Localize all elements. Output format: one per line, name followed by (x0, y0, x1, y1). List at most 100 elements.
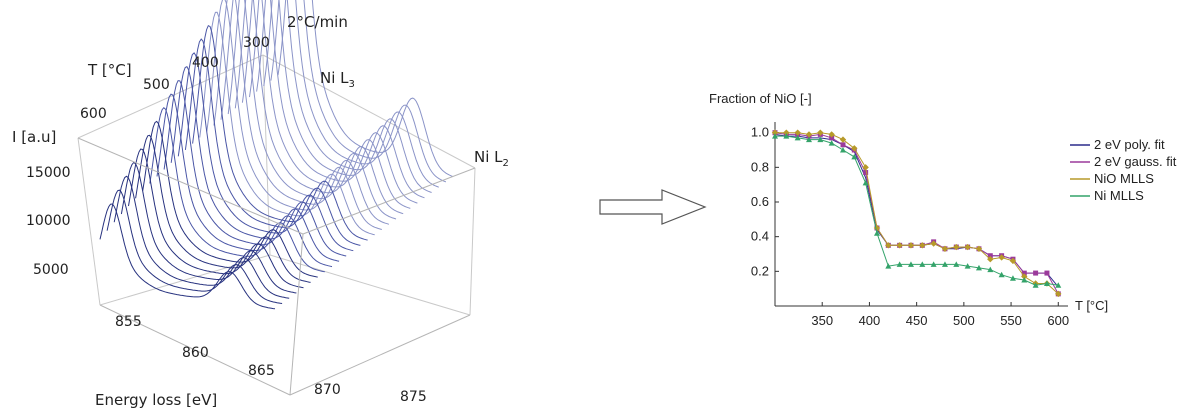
chart2d-x-tick-label: 550 (1000, 313, 1022, 328)
data-point-diamond (885, 242, 892, 249)
data-point-square (1033, 270, 1039, 276)
spectrum-curve (227, 0, 404, 215)
spectrum-curve (135, 134, 311, 283)
legend-label: 2 eV gauss. fit (1094, 154, 1177, 169)
chart2d-y-tick-label: 0.6 (751, 194, 769, 209)
chart3d-y-tick: 400 (192, 55, 219, 71)
data-point-diamond (941, 245, 949, 252)
data-point-diamond (953, 243, 960, 251)
chart2d-x-tick-label: 600 (1047, 313, 1069, 328)
data-point-square (987, 253, 993, 259)
data-point-triangle (907, 261, 914, 267)
data-point-diamond (828, 131, 835, 138)
data-point-diamond (794, 129, 801, 136)
chart3d-x-axis-label: Energy loss [eV] (95, 391, 217, 409)
data-point-triangle (941, 261, 948, 267)
chart3d-x-tick: 855 (115, 314, 142, 330)
data-point-triangle (998, 271, 1005, 278)
data-point-diamond (873, 224, 881, 232)
data-point-diamond (1021, 273, 1028, 280)
data-point-triangle (964, 263, 971, 269)
spectrum-curve (142, 120, 318, 278)
data-point-square (1044, 270, 1050, 276)
data-point-triangle (851, 153, 858, 160)
waterfall-3d-chart: 2°C/min T [°C] I [a.u] Energy loss [eV] … (12, 0, 509, 409)
chart3d-y-tick: 500 (143, 77, 170, 93)
chart3d-z-tick: 15000 (26, 165, 71, 181)
data-point-triangle (1021, 277, 1028, 283)
data-point-triangle (794, 134, 801, 141)
spectrum-curve (206, 0, 382, 230)
chart2d-x-tick-label: 500 (953, 313, 975, 328)
fraction-nio-chart: Fraction of NiO [-] 0.2 0.4 0.6 0.8 1.0 350 4… (709, 91, 1177, 328)
spectrum-curve (106, 189, 283, 304)
data-point-diamond (783, 129, 790, 136)
spectrum-curve (199, 11, 375, 236)
data-point-triangle (1043, 280, 1050, 286)
chart3d-y-tick: 300 (243, 35, 270, 51)
spectrum-curve (184, 38, 361, 246)
chart3d-y-axis-label: T [°C] (87, 61, 132, 79)
series-line-1 (774, 132, 1059, 295)
chart2d-y-tick-label: 0.4 (751, 229, 769, 244)
data-point-diamond (930, 240, 937, 247)
spectrum-curve (163, 80, 340, 262)
spectrum-curve (213, 0, 390, 225)
data-point-triangle (953, 261, 960, 267)
legend-label: 2 eV poly. fit (1094, 137, 1165, 152)
chart2d-title: Fraction of NiO [-] (709, 91, 812, 106)
chart3d-y-ticks: 300 400 500 600 (80, 35, 270, 122)
chart2d-y-ticks: 0.2 0.4 0.6 0.8 1.0 (751, 125, 779, 278)
data-point-diamond (987, 256, 994, 263)
chart2d-series (771, 129, 1062, 298)
chart3d-x-tick: 860 (182, 345, 209, 361)
chart3d-x-tick: 865 (248, 363, 275, 379)
data-point-triangle (1009, 275, 1016, 281)
chart2d-x-tick-label: 450 (906, 313, 928, 328)
data-point-triangle (975, 264, 982, 271)
chart2d-x-axis-label: T [°C] (1075, 298, 1108, 313)
chart2d-y-tick-label: 0.2 (751, 263, 769, 278)
annotation-ni-l3: Ni L3 (320, 69, 355, 90)
spectrum-curve (220, 0, 397, 220)
data-point-diamond (839, 136, 847, 143)
data-point-diamond (919, 242, 926, 249)
data-point-diamond (771, 129, 779, 136)
chart3d-x-ticks: 855 860 865 870 875 (115, 314, 427, 405)
spectrum-curve (128, 148, 304, 289)
chart2d-x-tick-label: 350 (811, 313, 833, 328)
spectrum-curve (120, 161, 297, 294)
data-point-triangle (805, 136, 812, 143)
spectrum-curve (170, 66, 347, 257)
chart3d-y-tick: 600 (80, 106, 107, 122)
chart3d-x-tick: 875 (400, 389, 427, 405)
chart2d-y-tick-label: 0.8 (751, 159, 769, 174)
box-front-edges (77, 137, 476, 396)
data-point-square (829, 135, 835, 141)
data-point-triangle (828, 140, 835, 146)
chart2d-x-tick-label: 400 (859, 313, 881, 328)
chart2d-legend: 2 eV poly. fit 2 eV gauss. fit NiO MLLS Ni … (1070, 137, 1177, 203)
data-point-triangle (930, 261, 937, 267)
chart3d-z-ticks: 5000 10000 15000 (26, 165, 71, 278)
chart3d-z-axis-label: I [a.u] (12, 128, 56, 146)
spectra-curves (99, 0, 454, 310)
transition-arrow (599, 189, 707, 225)
legend-label: Ni MLLS (1094, 188, 1144, 203)
chart2d-y-tick-label: 1.0 (751, 125, 769, 140)
data-point-triangle (817, 136, 824, 143)
annotation-ni-l2: Ni L2 (474, 148, 509, 169)
data-point-triangle (1032, 282, 1039, 288)
spectrum-curve (234, 0, 411, 209)
legend-label: NiO MLLS (1094, 171, 1154, 186)
data-point-triangle (873, 230, 880, 236)
data-point-square (840, 142, 846, 148)
spectrum-curve (149, 106, 325, 273)
data-point-triangle (862, 179, 869, 186)
chart3d-x-tick: 870 (314, 382, 341, 398)
data-point-diamond (998, 254, 1005, 261)
data-point-diamond (964, 243, 971, 251)
spectrum-curve (99, 203, 276, 310)
